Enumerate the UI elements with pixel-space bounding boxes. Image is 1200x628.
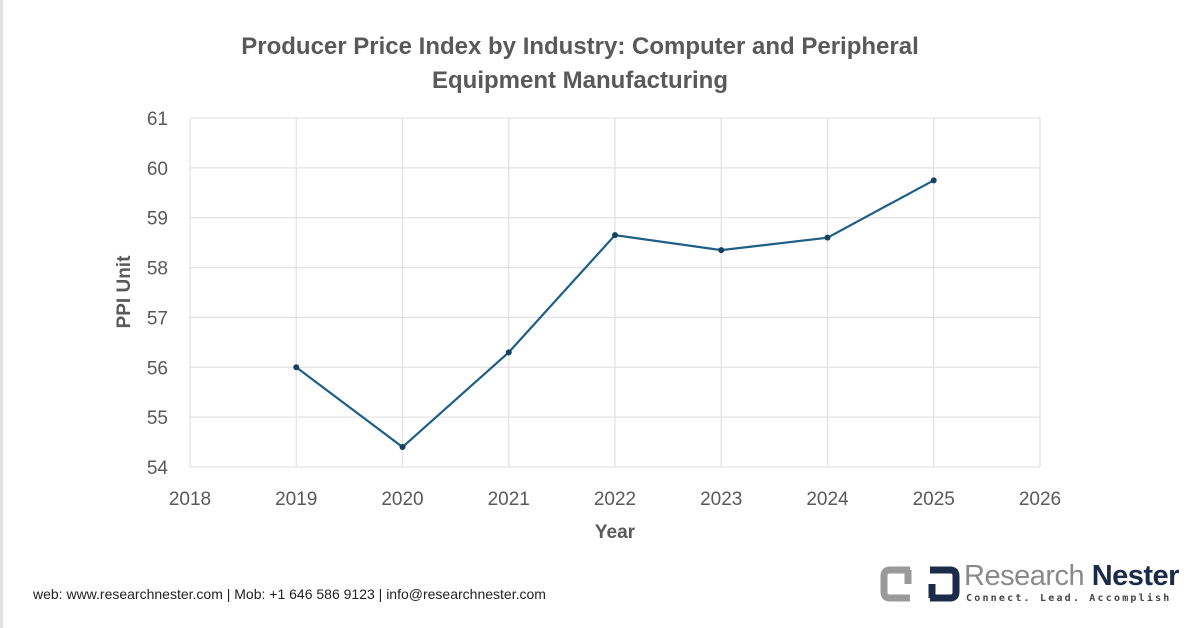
chart-title: Producer Price Index by Industry: Comput…	[180, 30, 980, 98]
logo-tagline: Connect. Lead. Accomplish	[966, 593, 1172, 604]
x-tick-label: 2021	[488, 489, 530, 510]
page-edge	[0, 0, 3, 628]
y-axis-label: PPI Unit	[114, 255, 135, 329]
x-axis-label: Year	[595, 522, 636, 543]
x-tick-label: 2018	[169, 489, 211, 510]
data-point	[612, 232, 618, 239]
series	[293, 177, 937, 451]
data-point	[505, 349, 512, 356]
logo-name: Research Nester	[964, 560, 1179, 593]
research-nester-logo: Research Nester Connect. Lead. Accomplis…	[880, 560, 1179, 608]
y-tick-label: 60	[147, 159, 168, 180]
line-chart: 54 55 56 57 58 59 60 61 2018 2019 2020 2021 2022 202…	[114, 109, 1061, 543]
logo-name-part2: Nester	[1091, 560, 1180, 592]
x-tick-label: 2023	[700, 489, 742, 510]
data-point	[718, 247, 725, 254]
x-tick-labels: 2018 2019 2020 2021 2022 2023 2024 2025 2026	[169, 489, 1061, 510]
y-tick-label: 56	[147, 358, 168, 379]
data-point	[293, 364, 300, 371]
chart-title-line2: Equipment Manufacturing	[432, 67, 728, 94]
y-tick-label: 59	[147, 209, 168, 230]
logo-name-part1: Research	[964, 560, 1085, 592]
y-tick-label: 57	[147, 308, 168, 329]
data-point	[399, 444, 406, 451]
x-tick-label: 2020	[381, 489, 423, 510]
y-tick-label: 55	[147, 408, 168, 429]
grid	[189, 117, 1041, 468]
y-tick-label: 58	[147, 259, 168, 280]
y-tick-labels: 54 55 56 57 58 59 60 61	[147, 109, 169, 479]
x-tick-label: 2026	[1019, 489, 1061, 510]
footer-contact: web: www.researchnester.com | Mob: +1 64…	[33, 586, 546, 602]
x-tick-label: 2022	[594, 489, 636, 510]
x-tick-label: 2025	[913, 489, 955, 510]
logo-mark-icon	[880, 566, 960, 602]
data-point	[824, 234, 831, 241]
x-tick-label: 2024	[806, 489, 849, 510]
data-point	[930, 177, 937, 184]
y-tick-label: 61	[147, 109, 168, 130]
y-tick-label: 54	[147, 458, 169, 479]
x-tick-label: 2019	[275, 489, 317, 510]
chart-title-line1: Producer Price Index by Industry: Comput…	[241, 33, 919, 60]
